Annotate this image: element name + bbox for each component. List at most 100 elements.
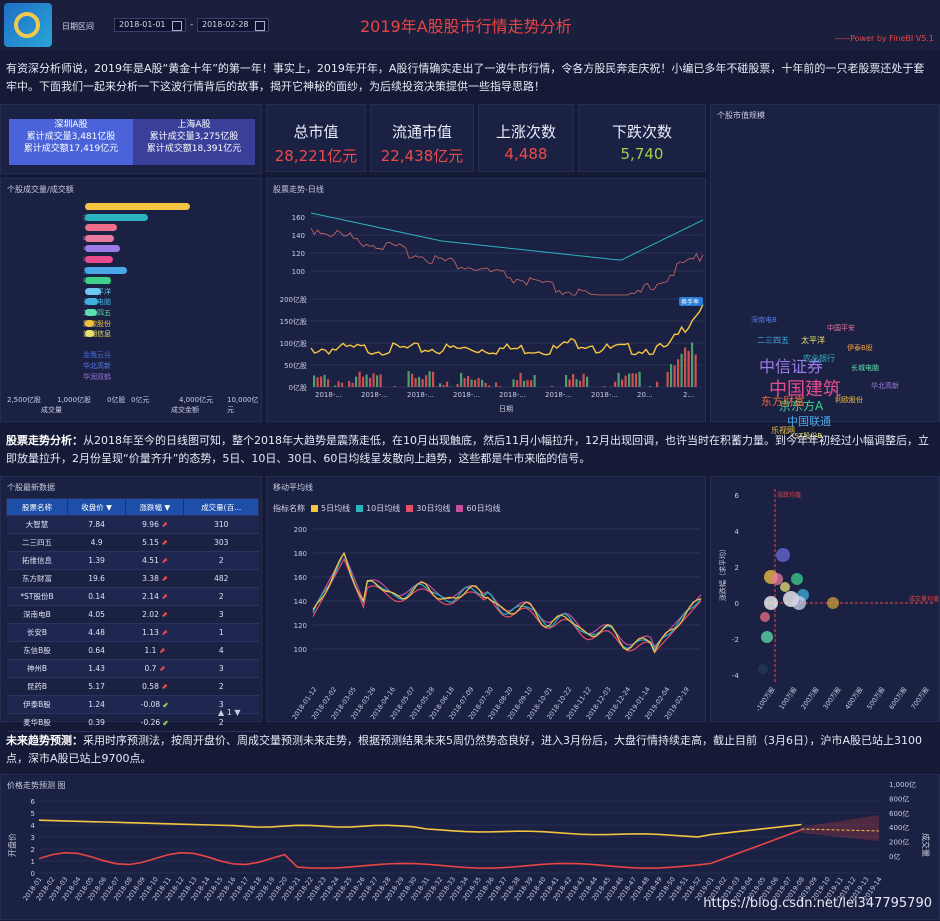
forecast-heading: 未来趋势预测： <box>6 734 83 747</box>
volume-bar <box>408 371 410 387</box>
volume-bar <box>457 384 459 387</box>
volume-tick: 0亿股 <box>289 383 307 392</box>
volume-bar <box>499 386 501 387</box>
arrow-up-icon: ⬈ <box>161 628 167 637</box>
market-volume: 累计成交量3,481亿股 <box>9 131 133 143</box>
table-cell: 2.14 ⬈ <box>126 588 184 606</box>
stock-label: 长城电脑 <box>41 297 111 307</box>
market-sh-card[interactable]: 上海A股 累计成交量3,275亿股 累计成交额18,391亿元 <box>133 119 255 165</box>
date-start-input[interactable]: 2018-01-01 <box>114 18 186 32</box>
left-tick: 1 <box>31 858 35 866</box>
arrow-up-icon: ⬈ <box>161 520 167 529</box>
scatter-point <box>780 582 790 592</box>
volume-bar <box>446 382 448 387</box>
amount-tick: 10,000亿元 <box>227 395 263 415</box>
market-summary-panel: 深圳A股 累计成交量3,481亿股 累计成交额17,419亿元 上海A股 累计成… <box>0 104 262 174</box>
market-name: 上海A股 <box>133 119 255 131</box>
table-cell: 1.39 <box>67 552 125 570</box>
table-cell: 3 <box>184 606 259 624</box>
kpi-value: 22,438亿元 <box>371 145 473 166</box>
panel-title: 移动平均线 <box>273 482 313 493</box>
volume-bar <box>380 374 382 387</box>
legend-label[interactable]: 10日均线 <box>366 504 400 513</box>
volume-bar <box>565 375 567 387</box>
volume-axis-label: 成交量 <box>41 405 62 415</box>
market-volume: 累计成交量3,275亿股 <box>133 131 255 143</box>
left-tick: 3 <box>31 834 35 842</box>
volume-bar <box>432 372 434 387</box>
x-tick: 2018-... <box>591 391 618 399</box>
kpi-label: 总市值 <box>267 121 365 142</box>
turnover-line <box>311 305 703 355</box>
volume-bar <box>338 381 340 387</box>
legend-title: 指标名称 <box>273 504 305 513</box>
volume-bar <box>355 377 357 387</box>
right-tick: 800亿 <box>889 794 909 803</box>
table-cell: 2 <box>184 678 259 696</box>
table-header[interactable]: 成交量(百... <box>184 499 259 516</box>
volume-bar <box>635 373 637 387</box>
arrow-up-icon: ⬈ <box>161 556 167 565</box>
table-header[interactable]: 涨跌幅 ▼ <box>126 499 184 516</box>
market-sz-card[interactable]: 深圳A股 累计成交量3,481亿股 累计成交额17,419亿元 <box>9 119 133 165</box>
kpi-total-market-cap: 总市值 28,221亿元 <box>266 104 366 172</box>
table-cell: 4.48 <box>67 624 125 642</box>
volume-bar <box>551 386 553 387</box>
kpi-float-market-cap: 流通市值 22,438亿元 <box>370 104 474 172</box>
volume-bar <box>579 381 581 387</box>
volume-bar <box>352 383 354 387</box>
arrow-down-icon: ⬋ <box>163 700 169 709</box>
table-cell: 东方财富 <box>7 570 68 588</box>
arrow-up-icon: ⬈ <box>161 682 167 691</box>
right-tick: 200亿 <box>889 838 909 847</box>
forecast-body: 采用时序预测法，按周开盘价、周成交量预测未来走势，根据预测结果未来5周仍然势态良… <box>6 734 922 765</box>
date-separator: - <box>190 20 193 30</box>
table-cell: 伊泰B股 <box>7 696 68 714</box>
volume-bar <box>429 371 431 387</box>
pager[interactable]: ▲ 1 ▼ <box>218 708 241 717</box>
legend-label[interactable]: 60日均线 <box>466 504 500 513</box>
volume-bar <box>474 380 476 387</box>
calendar-icon[interactable] <box>255 21 265 31</box>
legend-label[interactable]: 30日均线 <box>416 504 450 513</box>
table-cell: 0.58 ⬈ <box>126 678 184 696</box>
volume-bar <box>85 214 148 221</box>
scatter-point <box>827 597 839 609</box>
table-header[interactable]: 收盘价 ▼ <box>67 499 125 516</box>
kpi-down-count: 下跌次数 5,740 <box>578 104 706 172</box>
volume-bar <box>334 386 336 387</box>
word-cloud-item: 农业银行 <box>803 353 835 364</box>
date-range-label: 日期区间 <box>62 21 94 32</box>
page-title: 2019年A股股市行情走势分析 <box>360 13 572 37</box>
panel-title: 个股成交量/成交额 <box>7 184 74 195</box>
date-end-input[interactable]: 2018-02-28 <box>197 18 269 32</box>
panel-title: 股票走势-日线 <box>273 184 324 195</box>
tag-label: 换手率 <box>681 298 699 306</box>
table-cell: 1.1 ⬈ <box>126 642 184 660</box>
volume-bar <box>362 377 364 387</box>
left-tick: 6 <box>31 798 36 806</box>
table-header[interactable]: 股票名称 <box>7 499 68 516</box>
price-tick: 160 <box>292 214 305 222</box>
calendar-icon[interactable] <box>172 21 182 31</box>
arrow-up-icon: ⬈ <box>161 592 167 601</box>
forecast-paragraph: 未来趋势预测：采用时序预测法，按周开盘价、周成交量预测未来走势，根据预测结果未来… <box>6 732 934 768</box>
right-tick: 600亿 <box>889 809 909 818</box>
volume-bar <box>450 386 452 387</box>
page-number: 1 <box>227 708 232 717</box>
arrow-up-icon: ⬈ <box>159 664 165 673</box>
legend-label[interactable]: 5日均线 <box>321 504 350 513</box>
y-tick: 140 <box>294 598 307 606</box>
legend-swatch <box>406 505 413 512</box>
